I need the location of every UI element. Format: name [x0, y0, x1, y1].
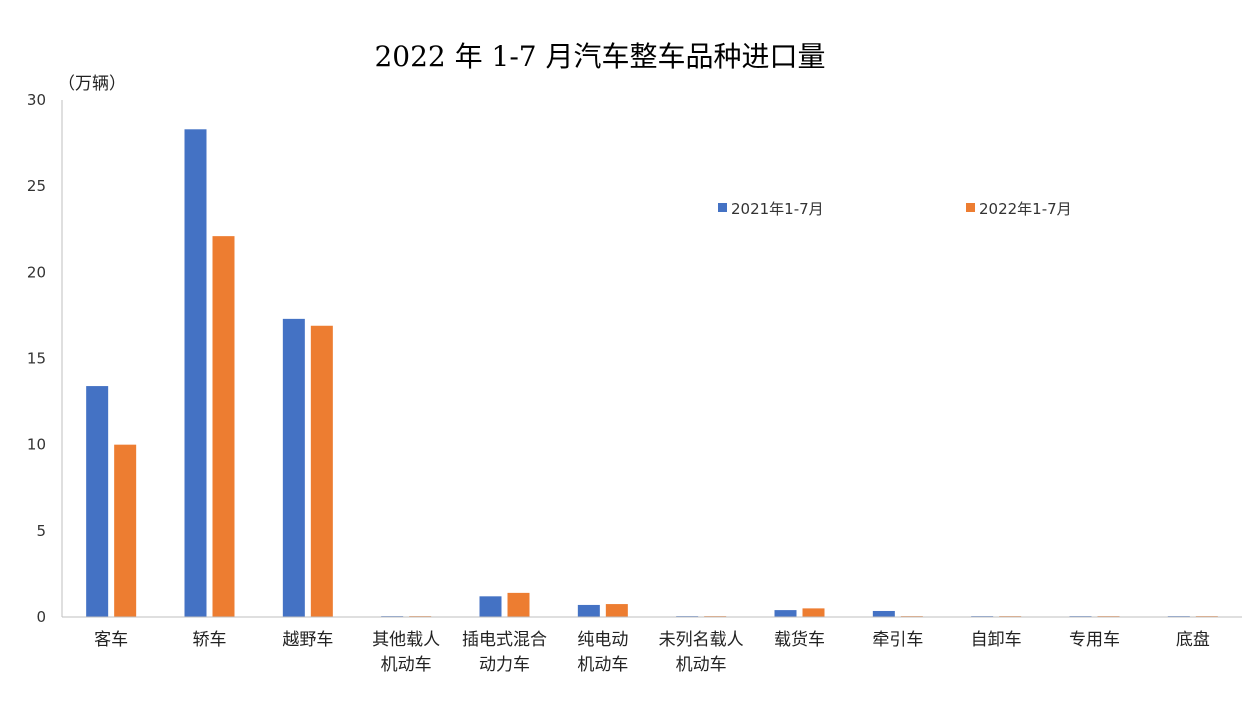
x-category-label: 机动车 [676, 655, 727, 675]
y-tick-label: 5 [36, 522, 46, 540]
x-category-label: 动力车 [479, 655, 530, 675]
x-category-label: 专用车 [1069, 630, 1120, 650]
x-category-label: 机动车 [381, 655, 432, 675]
bar-series1 [479, 596, 502, 617]
x-category-label: 轿车 [193, 630, 227, 650]
bar-series1 [774, 610, 797, 617]
legend-swatch [718, 203, 727, 212]
bar-series1 [184, 129, 207, 617]
bar-series2 [802, 608, 825, 617]
x-category-label: 机动车 [577, 655, 628, 675]
x-category-label: 自卸车 [971, 630, 1022, 650]
chart-title: 2022 年 1-7 月汽车整车品种进口量 [374, 40, 825, 73]
legend-label: 2022年1-7月 [979, 200, 1072, 218]
y-tick-label: 30 [27, 91, 46, 109]
y-tick-label: 10 [27, 436, 46, 454]
bars [86, 129, 1218, 618]
bar-series2 [310, 325, 333, 617]
legend-label: 2021年1-7月 [731, 200, 824, 218]
bar-series2 [114, 444, 137, 617]
bar-series1 [282, 318, 305, 617]
bar-series2 [507, 592, 530, 617]
x-category-label: 插电式混合 [462, 630, 547, 650]
x-category-label: 客车 [94, 630, 128, 650]
legend: 2021年1-7月 2022年1-7月 [718, 200, 1072, 218]
x-category-label: 未列名载人 [659, 630, 744, 650]
y-unit-label: （万辆） [58, 74, 126, 94]
x-category-label: 越野车 [282, 630, 333, 650]
bar-series2 [605, 604, 628, 617]
x-category-label: 其他载人 [372, 630, 440, 650]
y-tick-label: 0 [36, 608, 46, 626]
x-category-label: 载货车 [774, 630, 825, 650]
y-tick-label: 25 [27, 177, 46, 195]
bar-series1 [86, 386, 109, 617]
bar-series1 [872, 610, 895, 617]
legend-swatch [966, 203, 975, 212]
y-tick-label: 15 [27, 350, 46, 368]
x-category-label: 纯电动 [577, 630, 628, 650]
y-axis: 0 5 10 15 20 25 30 [27, 91, 63, 626]
bar-series1 [577, 604, 600, 617]
y-tick-label: 20 [27, 263, 46, 281]
x-category-label: 底盘 [1176, 630, 1210, 650]
x-category-label: 牵引车 [872, 630, 923, 650]
bar-series2 [212, 236, 235, 618]
